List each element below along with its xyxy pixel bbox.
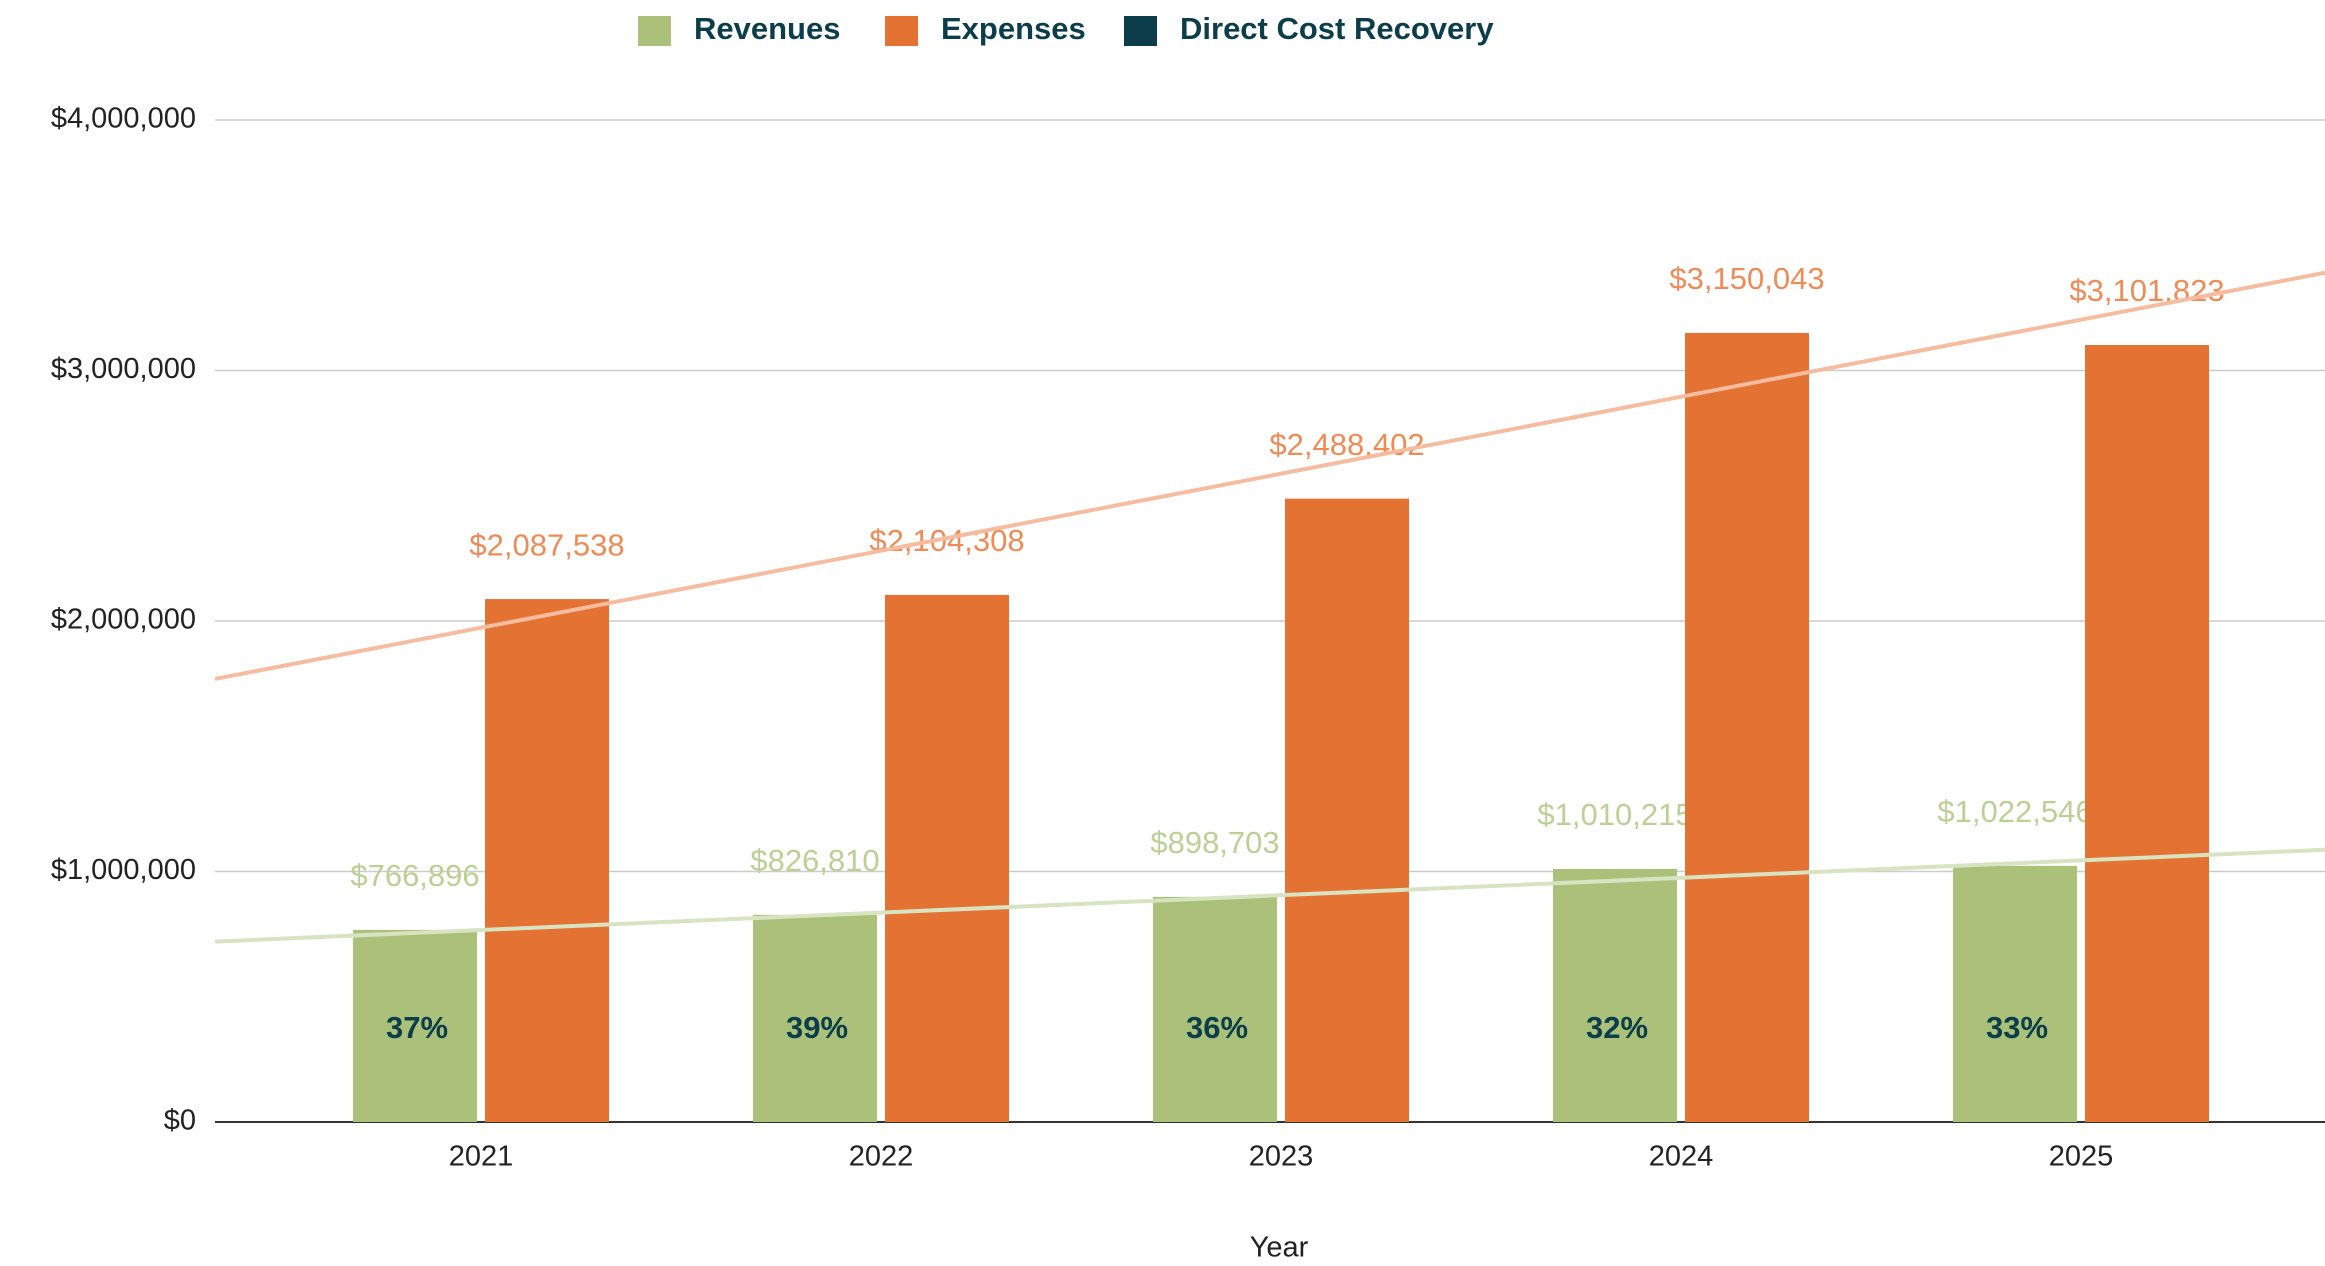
trendlines [215,270,2325,944]
legend-label: Direct Cost Recovery [1180,11,1494,46]
legend-swatch [885,16,918,46]
trendline [215,847,2325,944]
bar [1153,896,1277,1122]
recovery-label: 39% [786,1010,848,1045]
recovery-label: 37% [386,1010,448,1045]
legend-label: Revenues [694,11,840,46]
x-tick-label: 2021 [449,1141,514,1173]
value-label: $1,010,215 [1537,797,1692,832]
value-label: $766,896 [350,858,479,893]
y-tick-label: $1,000,000 [51,854,196,886]
value-label: $1,022,546 [1937,794,2092,829]
value-label: $3,101,823 [2069,273,2224,308]
recovery-label: 36% [1186,1010,1248,1045]
bar [485,599,609,1122]
value-label: $2,087,538 [469,527,624,562]
bar [753,914,877,1122]
legend-label: Expenses [941,11,1086,46]
bar [2085,344,2209,1122]
bar [353,929,477,1122]
bar [1685,332,1809,1123]
y-tick-label: $3,000,000 [51,353,196,385]
value-label: $3,150,043 [1669,261,1824,296]
bar [1285,498,1409,1123]
value-label: $2,488,402 [1269,427,1424,462]
x-tick-label: 2025 [2049,1141,2114,1173]
x-tick-label: 2023 [1249,1141,1314,1173]
value-label: $898,703 [1150,825,1279,860]
y-tick-label: $0 [164,1105,196,1137]
y-tick-label: $2,000,000 [51,604,196,636]
value-label: $826,810 [750,843,879,878]
x-tick-label: 2024 [1649,1141,1714,1173]
recovery-label: 33% [1986,1010,2048,1045]
y-tick-label: $4,000,000 [51,103,196,135]
legend-swatch [638,16,671,46]
trendline [215,270,2325,681]
legend-swatch [1124,16,1157,46]
bar [1953,865,2077,1122]
bar [1553,868,1677,1122]
recovery-label: 32% [1586,1010,1648,1045]
bar [885,594,1009,1122]
x-tick-label: 2022 [849,1141,914,1173]
x-axis-label: Year [1250,1232,1309,1264]
